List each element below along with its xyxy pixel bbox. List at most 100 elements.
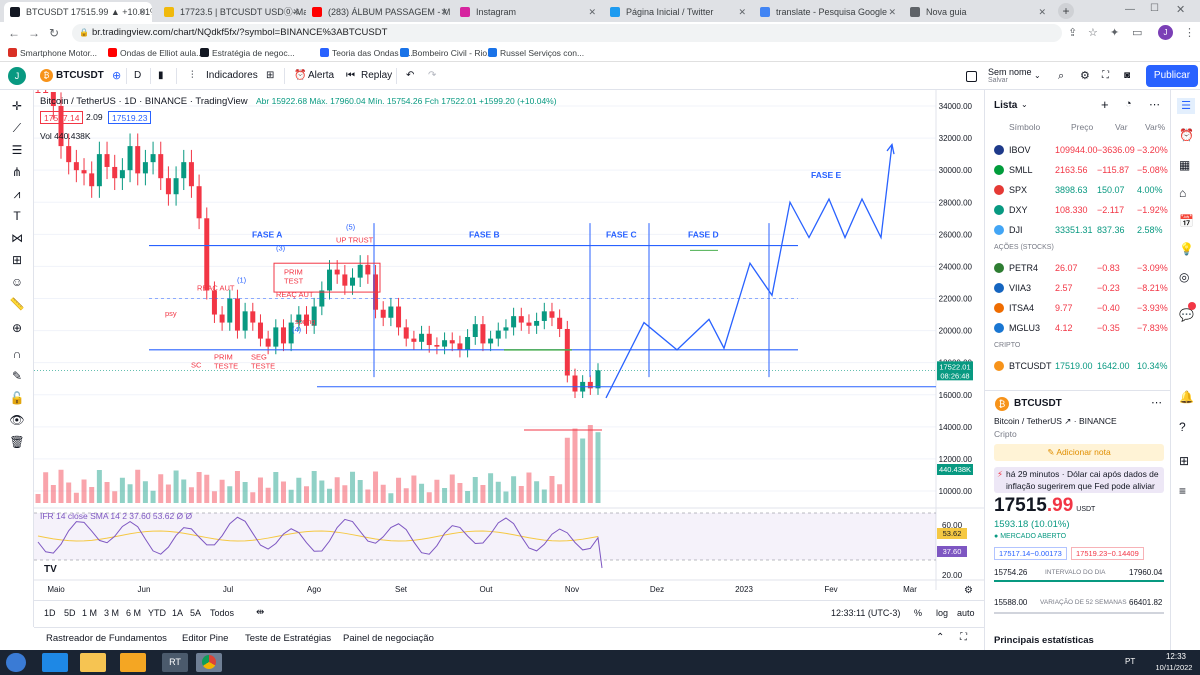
news-item[interactable]: ⚡ há 29 minutos · Dólar cai após dados de… — [994, 467, 1164, 493]
start-button[interactable] — [6, 653, 26, 672]
star-icon[interactable]: ☆ — [1088, 27, 1098, 39]
fib-tools-icon[interactable]: ⊞ — [11, 253, 23, 267]
replay-button[interactable]: Replay — [361, 70, 393, 81]
taskbar-date[interactable]: 10/11/2022 — [1155, 663, 1193, 672]
layers-icon[interactable]: ≡ — [1179, 484, 1187, 498]
range-button[interactable]: 5D — [64, 608, 76, 618]
text-icon[interactable]: T — [13, 209, 21, 223]
layout-dropdown-icon[interactable]: ⌄ — [1034, 71, 1041, 80]
calendar-icon[interactable]: 📅 — [1179, 214, 1194, 228]
compare-add-icon[interactable]: ⊕ — [112, 70, 122, 82]
percent-toggle[interactable]: % — [914, 608, 923, 618]
ideas-icon[interactable]: 💡 — [1179, 242, 1194, 256]
ruler-icon[interactable]: 📏 — [9, 297, 25, 311]
horizontal-lines-icon[interactable]: ☰ — [11, 143, 23, 157]
taskbar-time[interactable]: 12:33 — [1165, 652, 1187, 661]
close-tab-icon[interactable]: ✕ — [588, 7, 596, 17]
bookmark-item[interactable]: Smartphone Motor... — [8, 47, 97, 59]
alert-button[interactable]: Alerta — [308, 70, 335, 81]
help-icon[interactable]: ? — [1179, 420, 1186, 434]
browser-tab[interactable]: BTCUSDT 17515.99 ▲ +10.01% S✕ — [4, 2, 152, 22]
bottom-tab[interactable]: Rastreador de Fundamentos — [46, 633, 167, 644]
close-tab-icon[interactable]: ✕ — [138, 7, 146, 17]
explorer-icon[interactable] — [80, 653, 106, 672]
watchlist-row[interactable]: SMLL 2163.56 −115.87 −5.08% — [985, 160, 1171, 180]
maximize-icon[interactable]: ☐ — [1150, 3, 1159, 14]
hotlist-icon[interactable]: ⌂ — [1179, 186, 1187, 200]
more-icon[interactable]: ⋯ — [1149, 99, 1160, 111]
range-button[interactable]: YTD — [148, 608, 166, 618]
search-icon[interactable]: ⌕ — [1058, 70, 1065, 82]
layout-icon[interactable] — [966, 71, 977, 82]
browser-tab[interactable]: (283) ÁLBUM PASSAGEM - M ✕ — [306, 2, 454, 22]
forward-icon[interactable]: → — [28, 26, 40, 40]
extensions-icon[interactable]: ✦ — [1110, 27, 1120, 39]
range-button[interactable]: Todos — [210, 608, 235, 618]
magnet-icon[interactable]: ∩ — [12, 347, 22, 361]
close-window-icon[interactable]: ✕ — [1176, 4, 1186, 16]
emoji-icon[interactable]: ☺ — [10, 275, 24, 289]
undo-icon[interactable]: ↶ — [406, 70, 415, 81]
user-avatar[interactable]: J — [8, 67, 26, 85]
pattern-icon[interactable]: ⩘ — [13, 187, 21, 201]
media-player-icon[interactable] — [120, 653, 146, 672]
close-tab-icon[interactable]: ✕ — [440, 7, 448, 17]
interval-button[interactable]: D — [134, 70, 142, 81]
watchlist-row[interactable]: ITSA4 9.77 −0.40 −3.93% — [985, 298, 1171, 318]
date-range-icon[interactable]: ⇹ — [256, 607, 265, 618]
range-button[interactable]: 1 M — [82, 608, 98, 618]
browser-tab[interactable]: 17723.5 | BTCUSDT USD⓪-Marg ✕ — [158, 2, 306, 22]
bottom-tab[interactable]: Editor Pine — [182, 633, 229, 644]
watchlist-row[interactable]: DJI 33351.31 837.36 2.58% — [985, 220, 1171, 240]
range-button[interactable]: 5A — [190, 608, 202, 618]
browser-tab[interactable]: translate - Pesquisa Google ✕ — [754, 2, 902, 22]
ask-button[interactable]: 17519.23 — [108, 111, 152, 124]
watchlist-row[interactable]: PETR4 26.07 −0.83 −3.09% — [985, 258, 1171, 278]
language-indicator[interactable]: PT — [1125, 657, 1136, 666]
collapse-icon[interactable]: ⌃ — [936, 632, 945, 643]
close-tab-icon[interactable]: ✕ — [738, 7, 746, 17]
bookmark-item[interactable]: Estratégia de negoc... — [200, 47, 295, 59]
chart-area[interactable]: 34000.00 32000.00 30000.00 28000.00 26000.00… — [34, 90, 984, 627]
gear-icon[interactable]: ⚙ — [1080, 70, 1090, 82]
zoom-in-icon[interactable]: ⊕ — [11, 321, 23, 335]
bid-button[interactable]: 17517.14 — [40, 111, 84, 124]
watchlist-column-header[interactable]: Preço — [1071, 122, 1094, 132]
close-tab-icon[interactable]: ✕ — [292, 7, 300, 17]
grid-icon[interactable]: ⊞ — [1179, 454, 1190, 468]
range-button[interactable]: 6 M — [126, 608, 142, 618]
templates-icon[interactable]: ⊞ — [266, 70, 275, 81]
close-tab-icon[interactable]: ✕ — [888, 7, 896, 17]
eye-icon[interactable]: 👁 — [9, 413, 25, 427]
watchlist-column-header[interactable]: Var% — [1145, 122, 1166, 132]
lock-icon[interactable]: 🔓 — [9, 391, 25, 405]
chart-type-icon[interactable]: ▮ — [158, 70, 164, 81]
notifications-icon[interactable]: 🔔 — [1179, 390, 1194, 404]
chevron-down-icon[interactable]: ⌄ — [1021, 100, 1028, 109]
menu-icon[interactable]: ⋮ — [1184, 27, 1195, 39]
section-crypto-label[interactable]: CRIPTO — [994, 342, 1021, 349]
browser-tab[interactable]: Instagram ✕ — [454, 2, 602, 22]
bottom-tab[interactable]: Painel de negociação — [343, 633, 434, 644]
profile-avatar[interactable]: J — [1158, 25, 1173, 40]
chrome-icon[interactable] — [196, 653, 222, 672]
range-button[interactable]: 3 M — [104, 608, 120, 618]
watchlist-row[interactable]: MGLU3 4.12 −0.35 −7.83% — [985, 318, 1171, 338]
address-bar[interactable]: 🔒 br.tradingview.com/chart/NQdkf5fx/?sym… — [72, 24, 1062, 42]
bookmark-item[interactable]: Teoria das Ondas d... — [320, 47, 413, 59]
share-icon[interactable]: ⇪ — [1068, 27, 1078, 39]
watchlist-column-header[interactable]: Var — [1115, 122, 1128, 132]
back-icon[interactable]: ← — [8, 26, 20, 40]
pitchfork-icon[interactable]: ⋔ — [11, 165, 23, 179]
add-note-button[interactable]: ✎ Adicionar nota — [994, 444, 1164, 461]
bookmark-item[interactable]: Bombeiro Civil - Rio... — [400, 47, 494, 59]
watchlist-row[interactable]: BTCUSDT 17519.00 1642.00 10.34% — [985, 356, 1171, 376]
new-tab-button[interactable]: + — [1058, 3, 1074, 19]
camera-icon[interactable]: ◙ — [1124, 70, 1131, 81]
chart-settings-icon[interactable]: ⚙ — [964, 585, 973, 596]
minimize-icon[interactable]: — — [1125, 4, 1135, 15]
rt-app-icon[interactable]: RT — [162, 653, 188, 672]
publish-button[interactable]: Publicar — [1146, 65, 1198, 87]
details-ask[interactable]: 17519.23−0.14409 — [1071, 547, 1144, 560]
bookmark-item[interactable]: Russel Serviços con... — [488, 47, 584, 59]
